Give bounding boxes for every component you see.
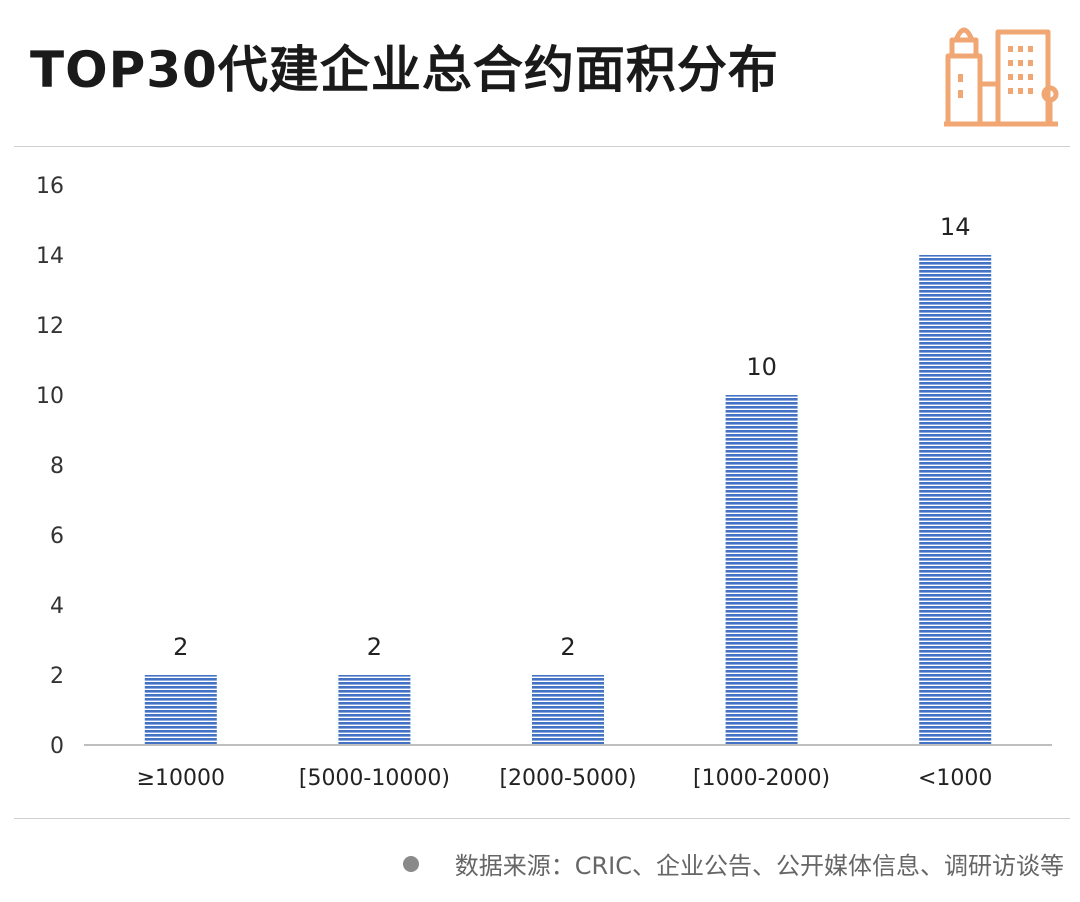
y-tick-label: 2 <box>50 664 64 689</box>
bar-chart: 0 2 4 6 8 10 12 14 16 2 2 2 10 14 ≥10000 [5000-10000)… <box>36 174 1052 791</box>
y-tick-label: 8 <box>50 454 64 479</box>
x-category-label: [1000-2000) <box>693 766 830 791</box>
x-category-label: <1000 <box>918 766 992 791</box>
data-label: 2 <box>560 633 575 661</box>
bar <box>144 675 217 745</box>
y-tick-label: 6 <box>50 524 64 549</box>
page-title: TOP30代建企业总合约面积分布 <box>30 41 779 99</box>
source-note: 数据来源：CRIC、企业公告、公开媒体信息、调研访谈等 <box>402 846 1064 881</box>
y-tick-label: 16 <box>36 174 64 199</box>
bar <box>919 255 992 745</box>
source-text: 数据来源：CRIC、企业公告、公开媒体信息、调研访谈等 <box>454 852 1064 880</box>
bar <box>532 675 604 745</box>
city-buildings-icon <box>944 27 1059 127</box>
data-label: 10 <box>746 353 777 381</box>
header-divider <box>14 146 1070 147</box>
x-category-label: [5000-10000) <box>299 766 450 791</box>
x-category-label: ≥10000 <box>137 766 225 791</box>
y-tick-label: 12 <box>36 314 64 339</box>
bullet-icon <box>402 855 419 872</box>
footer-divider <box>14 818 1070 819</box>
y-tick-label: 14 <box>36 244 64 269</box>
data-label: 2 <box>173 633 188 661</box>
x-category-label: [2000-5000) <box>499 766 636 791</box>
bar <box>338 675 411 745</box>
y-tick-label: 10 <box>36 384 64 409</box>
data-label: 2 <box>367 633 382 661</box>
y-tick-label: 0 <box>50 734 64 759</box>
bar <box>725 395 798 745</box>
y-tick-label: 4 <box>50 594 64 619</box>
data-label: 14 <box>940 213 971 241</box>
